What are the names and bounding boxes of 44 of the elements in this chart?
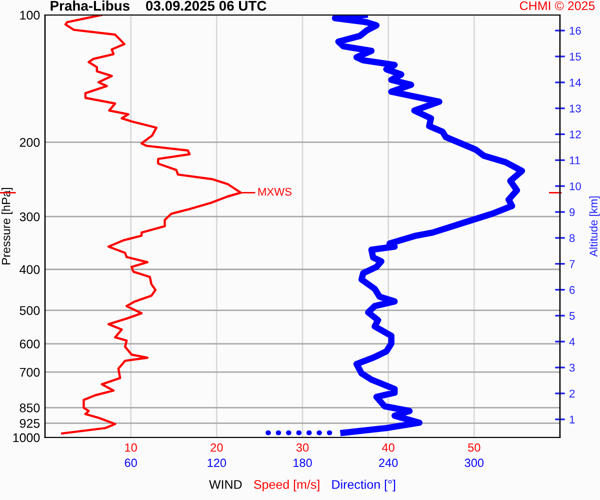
x2-tick-label: 240 bbox=[379, 458, 398, 468]
x-axis-title: WIND bbox=[209, 480, 242, 489]
y2-tick-label: 7 bbox=[570, 260, 575, 268]
y2-tick-label: 15 bbox=[570, 52, 581, 61]
y2-tick-label: 5 bbox=[569, 312, 575, 320]
x2-tick-label: 300 bbox=[464, 458, 484, 468]
y2-tick-label: 6 bbox=[570, 286, 575, 294]
text: Direction [°] bbox=[332, 480, 396, 492]
y2-tick-label: 3 bbox=[569, 364, 575, 372]
y2-tick-label: 4 bbox=[569, 338, 575, 346]
y-tick-label: 400 bbox=[20, 265, 40, 274]
y2-tick-label: 1 bbox=[570, 416, 575, 424]
y2-tick-label: 16 bbox=[570, 26, 581, 35]
y-tick-label: 925 bbox=[20, 418, 40, 428]
y2-axis-title: Altitude [km] bbox=[589, 196, 600, 257]
x2-tick-label: 120 bbox=[208, 458, 226, 468]
y-tick-label: 500 bbox=[20, 306, 40, 315]
x-tick-label: 40 bbox=[382, 443, 394, 452]
x2-tick-label: 60 bbox=[124, 458, 137, 468]
y-tick-label: 850 bbox=[20, 403, 40, 412]
y-tick-label: 1000 bbox=[13, 433, 40, 442]
y2-tick-label: 8 bbox=[569, 234, 575, 242]
y-axis-title: Pressure [hPa] bbox=[2, 188, 13, 264]
y2-tick-label: 12 bbox=[570, 130, 581, 138]
text: Speed [m/s] bbox=[254, 480, 320, 492]
y2-tick-label: 13 bbox=[570, 104, 581, 112]
y-tick-label: 600 bbox=[20, 340, 40, 348]
y2-tick-label: 10 bbox=[570, 182, 581, 190]
x-tick-label: 10 bbox=[125, 443, 137, 452]
y-tick-label: 300 bbox=[20, 212, 40, 222]
chart-title: Praha-Libus 03.09.2025 06 UTC bbox=[50, 0, 266, 11]
y-tick-label: 700 bbox=[20, 368, 40, 377]
x-tick-label: 50 bbox=[468, 443, 480, 452]
y-tick-label: 100 bbox=[20, 10, 40, 20]
y2-tick-label: 9 bbox=[570, 208, 575, 216]
x-tick-label: 30 bbox=[296, 443, 309, 452]
x-tick-label: 20 bbox=[210, 443, 223, 452]
y-tick-label: 200 bbox=[20, 138, 40, 147]
text: CHMI © 2025 bbox=[520, 1, 595, 10]
annotation: MXWS bbox=[258, 188, 292, 196]
y2-tick-label: 14 bbox=[570, 78, 582, 86]
y2-tick-label: 11 bbox=[570, 156, 580, 164]
x2-tick-label: 180 bbox=[294, 458, 312, 468]
y2-tick-label: 2 bbox=[570, 390, 575, 398]
